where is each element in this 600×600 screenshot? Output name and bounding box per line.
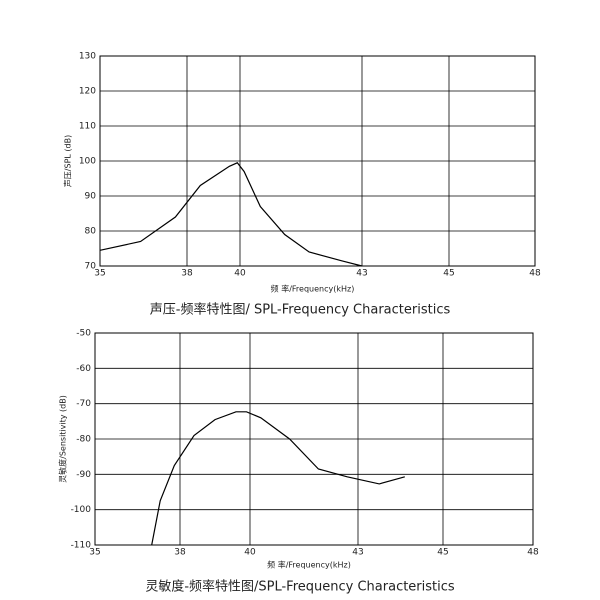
x-tick-label: 38 [181,269,193,279]
x-tick-label: 45 [437,548,448,558]
x-tick-label: 48 [527,548,539,558]
x-tick-label: 38 [174,548,186,558]
y-axis-title: 灵敏度/Sensitivity (dB) [58,395,68,483]
chart-caption: 灵敏度-频率特性图/SPL-Frequency Characteristics [145,579,455,595]
y-tick-label: 90 [85,192,97,202]
chart-caption: 声压-频率特性图/ SPL-Frequency Characteristics [150,302,451,318]
y-tick-label: -50 [76,329,91,339]
x-tick-label: 43 [356,269,367,279]
y-tick-label: 70 [85,262,97,272]
y-tick-label: -90 [76,470,91,480]
y-tick-label: -60 [76,364,91,374]
y-tick-label: -100 [71,505,92,515]
y-tick-label: -80 [76,435,91,445]
y-axis-title: 声压/SPL (dB) [63,135,73,187]
y-tick-label: -110 [71,541,92,551]
y-tick-label: 110 [79,122,96,132]
x-tick-label: 40 [244,548,256,558]
y-tick-label: 120 [79,87,96,97]
data-line [151,411,405,546]
y-tick-label: 100 [79,157,96,167]
x-tick-label: 35 [89,548,100,558]
x-tick-label: 40 [234,269,246,279]
x-tick-label: 43 [352,548,363,558]
data-line [99,162,363,267]
x-axis-title: 频 率/Frequency(kHz) [271,284,355,294]
x-tick-label: 48 [529,269,541,279]
y-tick-label: 130 [79,52,96,62]
x-tick-label: 45 [443,269,454,279]
x-tick-label: 35 [94,269,105,279]
x-axis-title: 频 率/Frequency(kHz) [267,560,351,570]
y-tick-label: 80 [85,227,97,237]
y-tick-label: -70 [76,399,91,409]
